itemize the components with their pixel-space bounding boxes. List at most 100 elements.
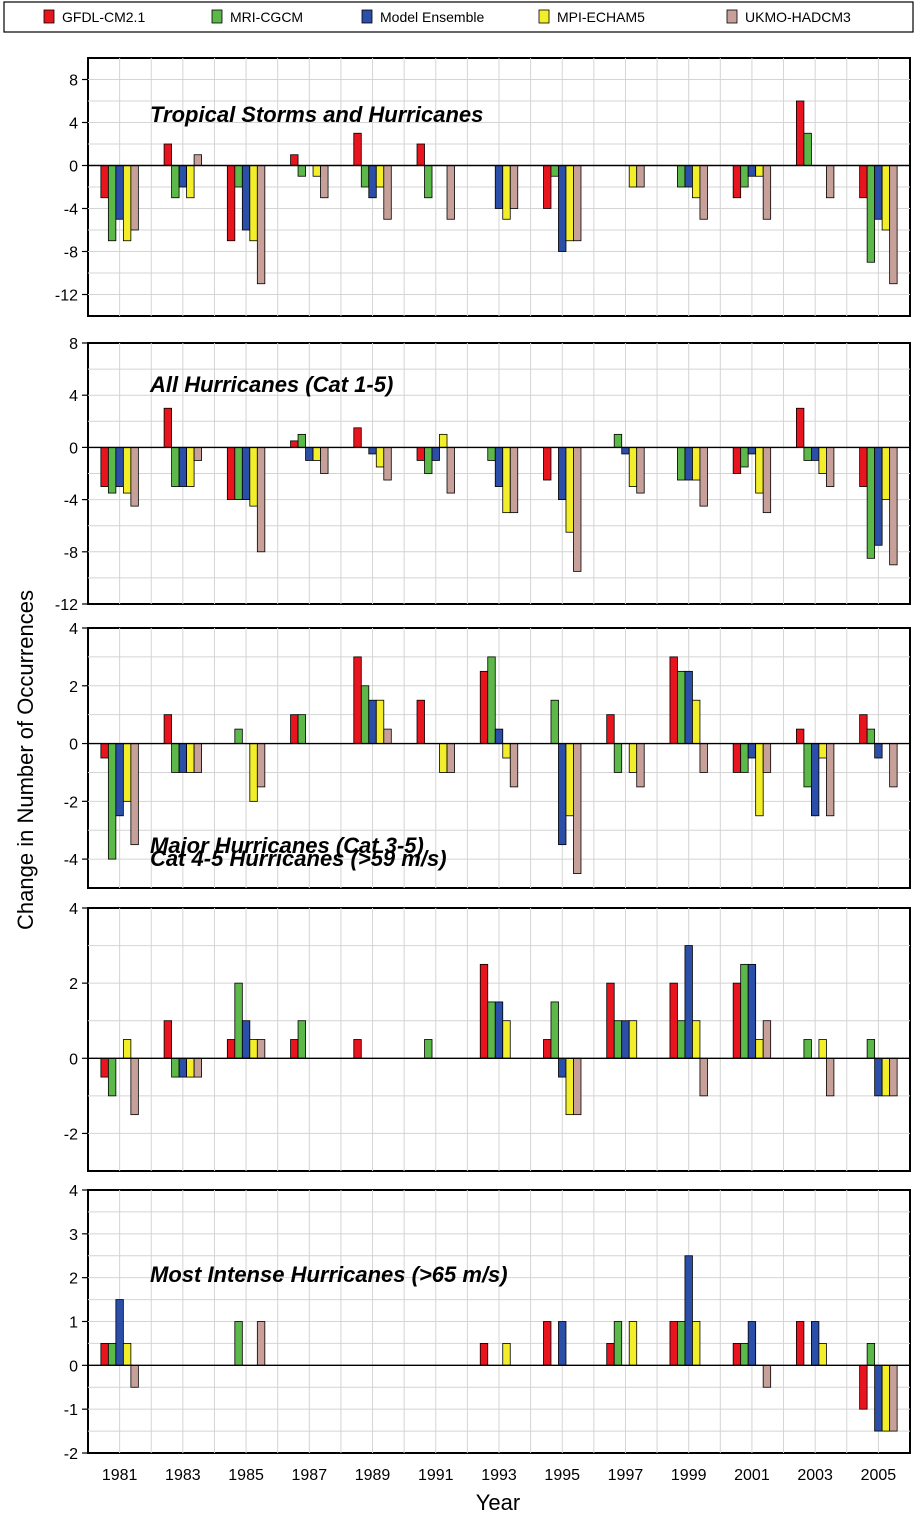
y-tick-label: -1 [64,1402,78,1419]
bar-model-ensemble-1981 [115,165,124,220]
y-tick-label: 4 [69,901,78,918]
bar-mri-cgcm-2003 [803,743,812,788]
y-tick-label: -12 [55,288,78,305]
bar-mpi-echam5-1991 [439,743,448,773]
bar-model-ensemble-1983 [178,165,187,188]
bar-mri-cgcm-1985 [234,728,243,744]
bar-model-ensemble-1997 [621,1020,630,1059]
bar-mpi-echam5-1981 [122,1343,132,1366]
legend-swatch-ukmo-hadcm3 [726,9,738,24]
bar-mri-cgcm-1997 [613,433,623,448]
bar-gfdl-cm2-1-2001 [732,165,742,199]
bar-mpi-echam5-1997 [628,1321,638,1366]
bar-mri-cgcm-1997 [613,1020,623,1059]
bar-gfdl-cm2-1-2005 [859,1364,868,1410]
y-tick-label: -4 [64,852,78,869]
bar-ukmo-hadcm3-2003 [826,165,835,199]
panel-title: Major Hurricanes (Cat 3-5) [150,833,424,858]
bar-ukmo-hadcm3-1991 [446,743,455,773]
y-tick-label: 8 [69,336,78,353]
bar-gfdl-cm2-1-1987 [290,440,299,448]
bar-ukmo-hadcm3-1983 [193,1057,202,1078]
bar-mri-cgcm-2005 [866,728,876,744]
y-tick-label: 3 [69,1227,78,1244]
bar-gfdl-cm2-1-1997 [606,1343,615,1366]
bar-model-ensemble-1991 [431,446,440,461]
bar-mpi-echam5-1983 [186,1057,195,1078]
bar-mpi-echam5-1981 [122,743,132,802]
y-tick-label: 4 [69,116,78,133]
bar-ukmo-hadcm3-2001 [762,1020,772,1059]
bar-model-ensemble-1981 [115,446,124,487]
bar-mpi-echam5-2005 [881,1364,891,1432]
bar-mri-cgcm-2001 [740,165,749,188]
bar-gfdl-cm2-1-2003 [796,407,805,448]
panel-title: Cat 4-5 Hurricanes (>59 m/s) [150,846,447,871]
bar-gfdl-cm2-1-2001 [732,446,742,474]
panel-tropical-storms-and-hurricanes: 8 4 0 -4 -8 -12 Tropical Storms and Hurricanes [55,57,911,317]
bar-gfdl-cm2-1-1989 [353,132,362,166]
bar-gfdl-cm2-1-2001 [732,1343,742,1366]
x-tick-label: 1987 [292,1467,328,1484]
bar-gfdl-cm2-1-1985 [226,1039,236,1059]
bar-ukmo-hadcm3-1993 [509,165,519,209]
bar-gfdl-cm2-1-1981 [100,446,109,487]
bar-mri-cgcm-1983 [171,1057,180,1078]
bar-gfdl-cm2-1-1989 [353,656,362,744]
bar-mri-cgcm-1993 [487,446,496,461]
bar-ukmo-hadcm3-1983 [193,743,202,773]
x-tick-label: 2001 [734,1467,770,1484]
bar-mpi-echam5-2003 [818,1039,827,1059]
bar-model-ensemble-1983 [178,446,187,487]
bar-mpi-echam5-2005 [881,165,891,231]
y-axis-label: Change in Number of Occurrences [13,590,38,930]
bar-ukmo-hadcm3-1989 [383,728,392,744]
bar-ukmo-hadcm3-1989 [383,446,392,481]
bar-mpi-echam5-2005 [881,446,891,500]
bar-mri-cgcm-1983 [171,743,180,773]
bar-gfdl-cm2-1-2001 [732,743,742,773]
bar-gfdl-cm2-1-1993 [479,670,489,744]
bar-model-ensemble-2005 [874,743,883,759]
bar-mri-cgcm-2005 [866,165,876,263]
bar-mri-cgcm-2005 [866,1039,876,1059]
bar-model-ensemble-2001 [747,743,757,759]
bar-ukmo-hadcm3-2003 [826,1057,835,1097]
bar-ukmo-hadcm3-1999 [699,743,708,773]
bar-mpi-echam5-2001 [755,165,764,177]
panel-all-hurricanes-cat-1-5: 8 4 0 -4 -8 -12 All Hurricanes (Cat 1-5) [55,336,911,614]
bar-ukmo-hadcm3-1991 [446,446,455,494]
bar-gfdl-cm2-1-1991 [416,446,425,461]
bar-ukmo-hadcm3-1993 [509,446,519,514]
y-tick-label: 4 [69,621,78,638]
y-tick-label: 4 [69,1183,78,1200]
bar-ukmo-hadcm3-1997 [636,165,645,188]
bar-mri-cgcm-1987 [297,1020,306,1059]
bar-gfdl-cm2-1-1985 [226,165,236,242]
y-tick-label: 0 [69,737,78,754]
bar-mri-cgcm-1983 [171,446,180,487]
bar-model-ensemble-1989 [368,165,377,199]
bar-model-ensemble-1981 [115,1299,124,1366]
bar-ukmo-hadcm3-2001 [762,1364,772,1388]
bar-ukmo-hadcm3-1995 [573,165,582,242]
legend-swatch-mpi-echam5 [538,9,550,24]
bar-mri-cgcm-1991 [424,1039,433,1059]
bar-ukmo-hadcm3-2001 [762,446,772,514]
bar-mpi-echam5-1991 [439,433,448,448]
bar-mri-cgcm-1995 [550,699,559,744]
bar-mri-cgcm-2003 [803,132,812,166]
bar-mpi-echam5-1999 [692,1321,701,1366]
bar-model-ensemble-1989 [368,699,377,744]
x-tick-label: 2005 [861,1467,897,1484]
bar-mpi-echam5-1985 [249,165,258,242]
bar-model-ensemble-1997 [621,446,630,455]
bar-mpi-echam5-1989 [375,446,385,468]
bar-model-ensemble-1983 [178,743,187,773]
panel-title: Tropical Storms and Hurricanes [150,102,483,127]
bar-model-ensemble-2001 [747,1321,757,1366]
bar-mri-cgcm-1995 [550,1001,559,1059]
bar-mri-cgcm-1981 [107,743,117,860]
bar-ukmo-hadcm3-2005 [889,446,898,566]
